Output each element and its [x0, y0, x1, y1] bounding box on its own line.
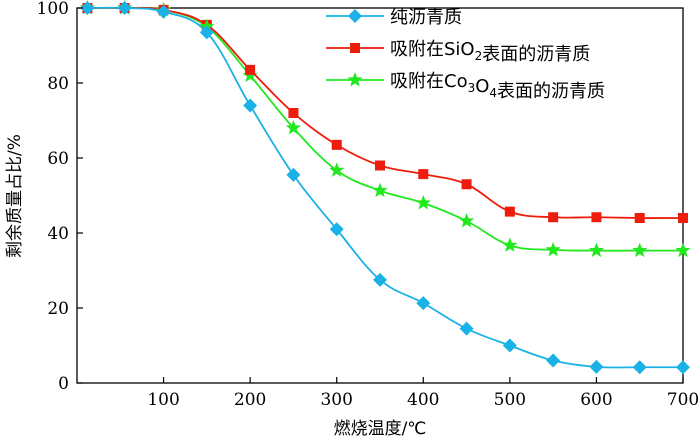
y-tick-label: 60 [47, 149, 69, 169]
x-tick-label: 100 [147, 390, 179, 410]
data-point [589, 359, 604, 374]
x-tick-label: 200 [234, 390, 266, 410]
data-point [676, 360, 690, 375]
legend-label: 吸附在SiO2表面的沥青质 [390, 39, 590, 65]
data-point [588, 242, 605, 258]
legend-label: 纯沥青质 [390, 7, 462, 28]
data-point [245, 64, 256, 75]
data-point [675, 242, 691, 258]
y-tick-label: 0 [58, 374, 69, 394]
data-point [634, 213, 645, 223]
data-point [286, 167, 301, 182]
y-tick-label: 80 [47, 74, 69, 94]
data-point [199, 25, 214, 40]
data-point [288, 108, 299, 118]
series-layer [79, 0, 691, 375]
x-tick-label: 400 [407, 390, 439, 410]
x-tick-label: 700 [667, 390, 699, 410]
data-point [243, 98, 258, 113]
data-point [375, 160, 385, 171]
data-point [545, 241, 561, 257]
data-point [591, 212, 602, 223]
legend-marker [347, 72, 363, 87]
x-tick-label: 600 [580, 390, 612, 410]
data-point [372, 182, 388, 198]
ticks-layer: 100 200 300 400 500 600 700 0 20 40 60 80 100 [37, 0, 700, 410]
data-point [548, 212, 559, 223]
data-point [418, 169, 429, 180]
series-1 [80, 1, 690, 375]
data-point [546, 353, 561, 368]
data-point [156, 4, 171, 19]
x-tick-label: 500 [494, 390, 526, 410]
data-point [502, 338, 517, 353]
data-point [458, 213, 475, 228]
data-point [117, 1, 132, 15]
series-2 [87, 6, 688, 223]
legend-marker [350, 43, 360, 53]
legend-item-1: 纯沥青质 [326, 7, 462, 28]
x-tick-label: 300 [320, 390, 352, 410]
data-point [632, 360, 647, 375]
legend-label: 吸附在Co3O4表面的沥青质 [390, 71, 605, 102]
data-point [373, 272, 387, 287]
data-point [632, 242, 648, 258]
y-tick-label: 40 [47, 224, 69, 244]
x-axis-title: 燃烧温度/℃ [334, 419, 427, 439]
data-point [459, 321, 474, 336]
plot-frame [76, 7, 684, 384]
shared-head-markers [79, 0, 215, 34]
data-point [415, 195, 431, 210]
data-point [285, 120, 302, 135]
data-point [80, 1, 95, 15]
series-line [87, 6, 684, 369]
y-tick-label: 20 [47, 299, 69, 319]
plot-border [76, 7, 684, 384]
data-point [416, 296, 431, 311]
data-point [678, 213, 688, 223]
legend-marker [348, 9, 362, 23]
data-point [504, 206, 515, 217]
data-point [331, 139, 342, 150]
data-point [329, 162, 345, 177]
y-axis-title: 剩余质量占比/% [5, 134, 25, 258]
data-point [502, 237, 518, 252]
legend-item-2: 吸附在SiO2表面的沥青质 [326, 39, 590, 65]
series-line [87, 6, 684, 219]
data-point [461, 179, 472, 190]
data-point [329, 222, 344, 237]
legend-item-3: 吸附在Co3O4表面的沥青质 [326, 71, 605, 102]
y-tick-label: 100 [37, 0, 69, 19]
